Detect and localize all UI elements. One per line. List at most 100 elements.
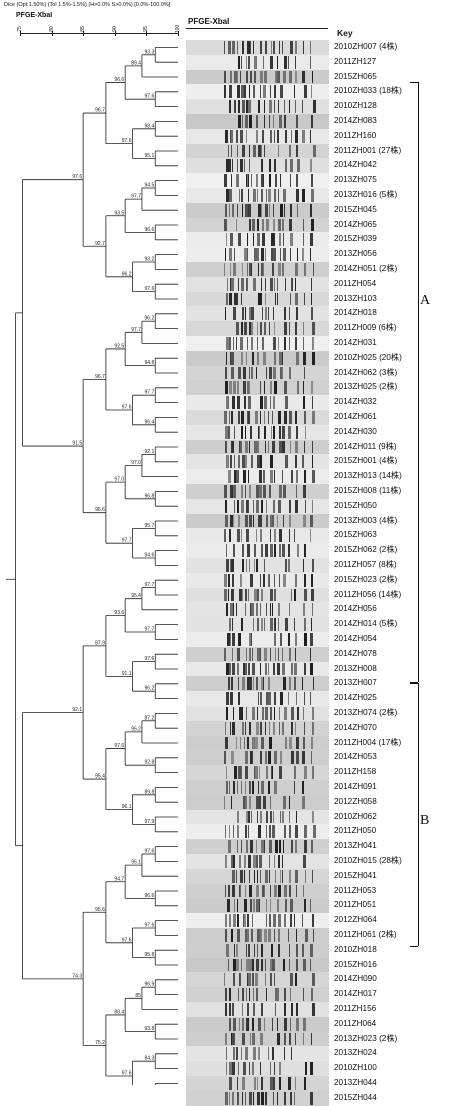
gel-band xyxy=(243,381,246,395)
gel-band xyxy=(249,263,252,276)
gel-band xyxy=(284,707,287,720)
gel-band xyxy=(303,736,305,750)
node-similarity-value: 96.1 xyxy=(122,804,132,810)
gel-band xyxy=(249,721,251,735)
gel-band xyxy=(229,825,230,839)
gel-band xyxy=(229,781,230,794)
node-similarity-value: 92.8 xyxy=(145,760,155,766)
gel-band xyxy=(229,914,231,927)
gel-band xyxy=(274,973,275,987)
gel-band xyxy=(269,322,270,335)
gel-band xyxy=(261,159,263,173)
gel-band xyxy=(257,351,259,365)
gel-band xyxy=(251,322,253,335)
gel-band xyxy=(295,1077,296,1090)
gel-band xyxy=(233,381,236,395)
gel-band xyxy=(260,810,262,824)
gel-band xyxy=(247,677,249,691)
gel-band xyxy=(296,189,299,202)
gel-band xyxy=(303,707,304,720)
gel-band xyxy=(248,203,251,217)
gel-band xyxy=(232,440,234,454)
gel-band xyxy=(254,766,255,779)
gel-band xyxy=(304,544,306,557)
gel-band xyxy=(272,440,275,454)
gel-band xyxy=(237,396,240,409)
gel-band xyxy=(236,603,237,617)
scale-axis-line xyxy=(20,33,178,34)
gel-band xyxy=(274,351,276,365)
gel-band xyxy=(294,1091,295,1105)
gel-band xyxy=(228,144,229,158)
gel-band xyxy=(252,351,254,365)
gel-lane xyxy=(186,424,329,440)
gel-band xyxy=(242,677,245,691)
gel-band xyxy=(249,485,251,498)
gel-band xyxy=(237,1091,239,1105)
gel-band xyxy=(225,203,227,217)
gel-band xyxy=(226,662,229,676)
gel-lane xyxy=(186,750,329,766)
node-similarity-value: 96.4 xyxy=(145,419,155,425)
node-similarity-value: 97.7 xyxy=(145,627,155,633)
gel-band xyxy=(239,855,241,868)
gel-band xyxy=(269,869,270,883)
gel-band xyxy=(270,514,273,528)
node-similarity-value: 96.2 xyxy=(145,316,155,322)
gel-band xyxy=(302,677,303,691)
gel-band xyxy=(230,603,233,617)
gel-band xyxy=(256,958,259,972)
gel-band xyxy=(251,337,253,350)
gel-band xyxy=(289,943,290,957)
gel-band xyxy=(272,958,275,972)
gel-band xyxy=(245,455,247,469)
gel-band xyxy=(238,55,240,69)
gel-band xyxy=(226,351,227,365)
gel-band xyxy=(262,307,263,321)
gel-band xyxy=(278,855,280,868)
isolate-key: 2014ZH065 xyxy=(334,219,377,229)
gel-band xyxy=(264,618,265,631)
gel-band xyxy=(229,248,232,261)
gel-band xyxy=(237,41,238,54)
gel-lane xyxy=(186,84,329,100)
gel-band xyxy=(225,307,226,321)
gel-band xyxy=(303,41,304,54)
gel-band xyxy=(275,988,278,1001)
gel-band xyxy=(227,277,228,291)
gel-band xyxy=(239,707,242,720)
gel-lane xyxy=(186,528,329,544)
gel-band xyxy=(237,292,238,306)
isolate-key: 2010ZH062 xyxy=(334,811,377,821)
gel-band xyxy=(273,914,276,927)
gel-band xyxy=(270,647,271,661)
gel-band xyxy=(274,573,275,587)
gel-band xyxy=(295,973,297,987)
gel-band xyxy=(231,366,234,380)
gel-band xyxy=(291,707,294,720)
isolate-key: 2013ZH013 (14株) xyxy=(334,471,402,481)
isolate-key: 2015ZH062 (2株) xyxy=(334,545,398,555)
gel-lane xyxy=(186,291,329,307)
gel-band xyxy=(294,618,295,631)
gel-band xyxy=(252,1062,254,1075)
isolate-key: 2014ZH053 xyxy=(334,752,377,762)
gel-band xyxy=(274,751,277,765)
gel-band xyxy=(225,855,227,868)
gel-band xyxy=(252,914,253,927)
gel-band xyxy=(270,396,271,409)
gel-band xyxy=(257,618,259,631)
gel-band xyxy=(280,366,282,380)
gel-band xyxy=(253,277,256,291)
gel-band xyxy=(295,647,296,661)
gel-band xyxy=(254,55,256,69)
gel-band xyxy=(239,588,242,602)
isolate-key: 2015ZH041 xyxy=(334,870,377,880)
gel-band xyxy=(230,70,232,84)
gel-band xyxy=(282,869,283,883)
gel-band xyxy=(226,781,228,794)
gel-band xyxy=(289,307,290,321)
gel-band xyxy=(277,899,279,913)
gel-band xyxy=(229,529,231,543)
gel-band xyxy=(311,218,314,232)
